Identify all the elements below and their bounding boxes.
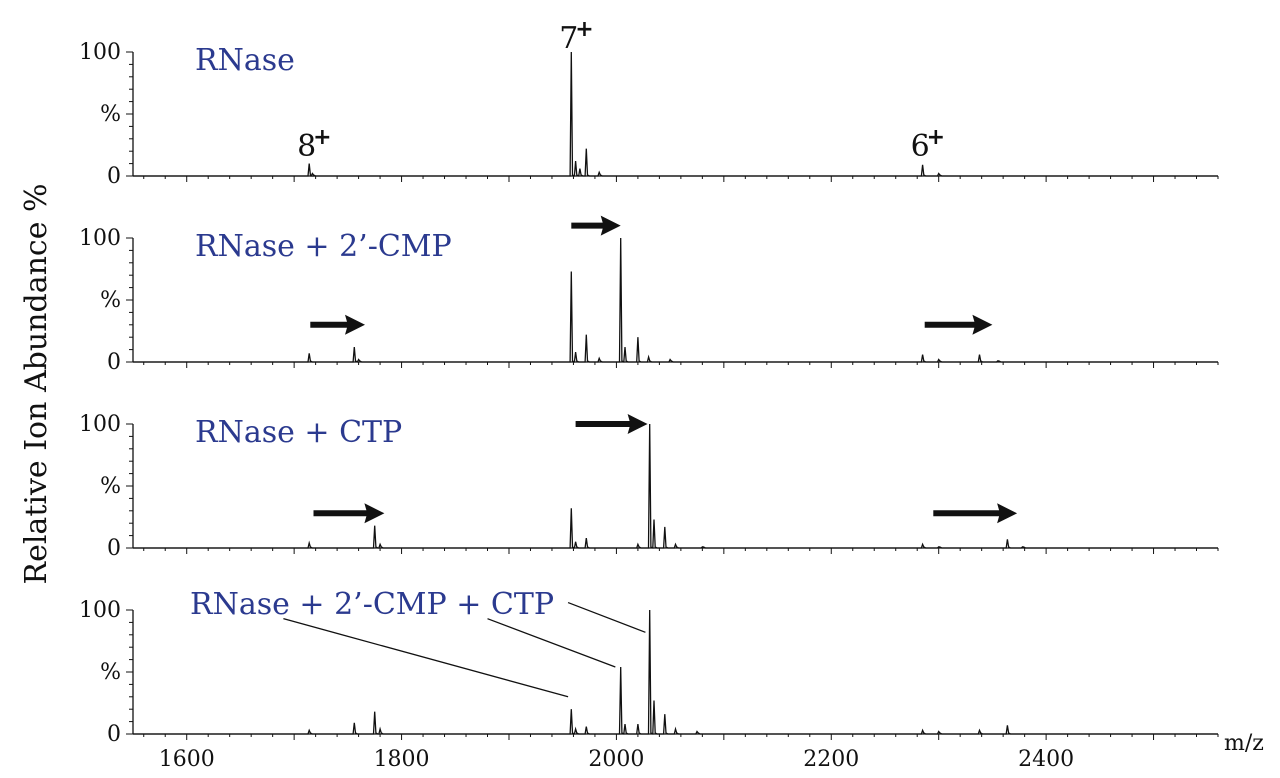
leader-line	[567, 601, 646, 633]
charge-state-sign: +	[927, 125, 945, 150]
y-tick-label-0: 0	[107, 536, 121, 561]
x-tick-label: 2200	[803, 747, 859, 772]
y-tick-label-100: 100	[79, 40, 121, 65]
charge-state-label: 6	[911, 129, 930, 164]
leader-line	[283, 618, 569, 698]
x-tick-label: 1800	[374, 747, 430, 772]
y-axis-title: Relative Ion Abundance %	[19, 183, 54, 584]
charge-state-label: 8	[297, 129, 316, 164]
y-tick-label-100: 100	[79, 598, 121, 623]
panel-title: RNase + 2’-CMP + CTP	[190, 587, 554, 622]
spectrum-panel-2: 0% 100 RNase + 2’-CMP	[79, 215, 1219, 375]
shift-arrow	[575, 414, 648, 434]
shift-arrow	[571, 215, 621, 236]
x-tick-label: 1600	[159, 747, 215, 772]
y-tick-label-0: 0	[107, 722, 121, 747]
x-tick-label: 2400	[1018, 747, 1074, 772]
charge-state-sign: +	[575, 17, 593, 42]
charge-state-label: 7	[559, 21, 578, 56]
panel-title: RNase	[195, 43, 295, 78]
y-tick-label-percent: %	[100, 660, 121, 685]
x-tick-label: 2000	[588, 747, 644, 772]
charge-state-sign: +	[313, 125, 331, 150]
shift-arrow	[313, 503, 385, 524]
y-tick-label-percent: %	[100, 288, 121, 313]
shift-arrow	[933, 503, 1018, 524]
spectrum-trace	[133, 51, 1218, 177]
shift-arrow	[310, 314, 365, 335]
leader-line	[487, 618, 616, 668]
spectrum-panel-4: 0% 100 RNase + 2’-CMP + CTP	[79, 587, 1219, 747]
y-tick-label-0: 0	[107, 164, 121, 189]
spectrum-trace	[133, 237, 1218, 363]
y-tick-label-percent: %	[100, 474, 121, 499]
shift-arrow	[924, 314, 993, 335]
panel-title: RNase + CTP	[195, 415, 402, 450]
y-tick-label-100: 100	[79, 412, 121, 437]
spectrum-trace	[133, 423, 1218, 549]
y-tick-label-percent: %	[100, 102, 121, 127]
spectrum-trace	[133, 609, 1218, 735]
y-tick-label-0: 0	[107, 350, 121, 375]
spectrum-panel-3: 0% 100 RNase + CTP	[79, 412, 1219, 561]
panel-title: RNase + 2’-CMP	[195, 229, 452, 264]
x-axis-unit-label: m/z	[1224, 731, 1264, 756]
y-tick-label-100: 100	[79, 226, 121, 251]
